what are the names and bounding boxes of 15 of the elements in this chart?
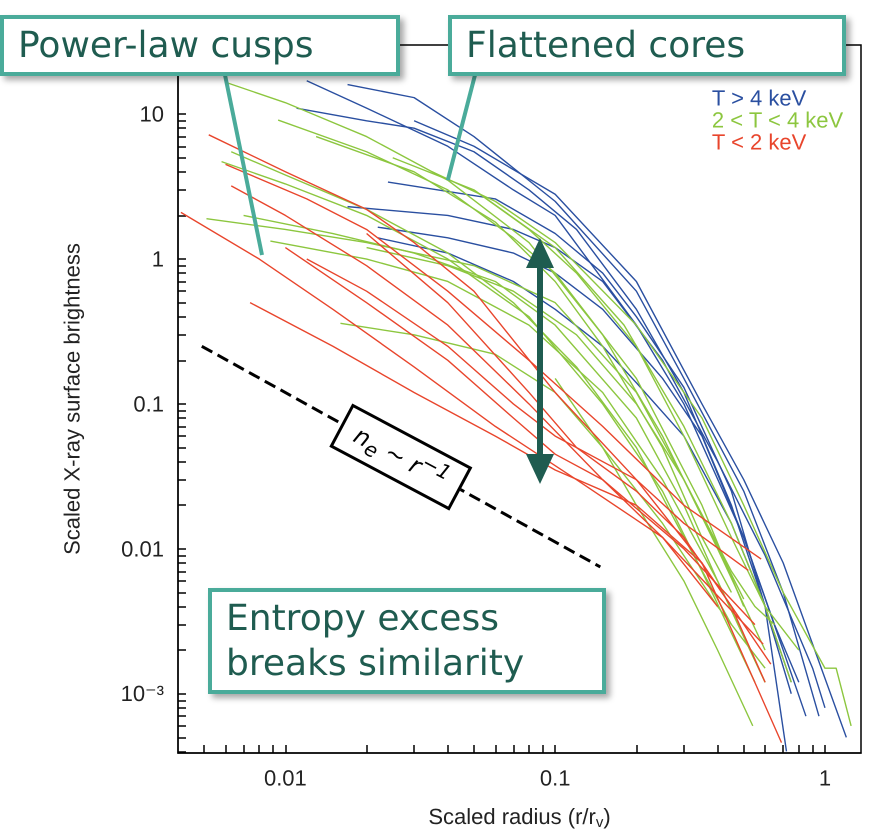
y-tick-label: 0.01 [121, 536, 164, 562]
y-tick-label: 0.1 [133, 391, 164, 416]
y-tick-label: 10 [140, 102, 164, 127]
x-tick-label: 1 [818, 766, 832, 790]
note-box: Flattened cores [448, 15, 846, 76]
note-box: Entropy excess breaks similarity [208, 588, 606, 694]
x-tick-label: 0.1 [540, 766, 570, 790]
text: T < 2 keV [712, 130, 807, 154]
y-axis-title: Scaled X-ray surface brightness [60, 243, 84, 555]
note-box: Power-law cusps [0, 15, 400, 76]
text: T > 4 keV [712, 86, 807, 110]
x-tick-label: 0.01 [264, 766, 307, 790]
y-tick-label: 10⁻³ [120, 681, 164, 706]
text: 2 < T < 4 keV [712, 108, 844, 132]
y-tick-label: 1 [152, 246, 164, 272]
